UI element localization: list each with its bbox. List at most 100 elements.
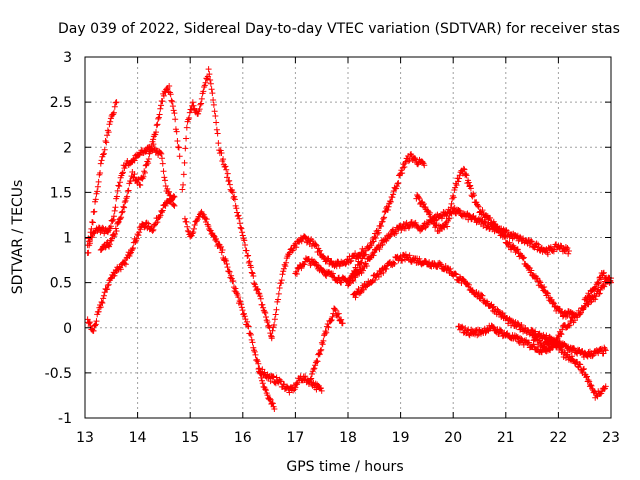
data-point xyxy=(402,158,409,165)
data-point xyxy=(242,241,249,248)
y-tick-label: 2.5 xyxy=(50,95,72,111)
data-point xyxy=(347,258,354,265)
data-point xyxy=(170,107,177,114)
data-point xyxy=(244,322,251,329)
data-point xyxy=(317,385,324,392)
x-tick-label: 19 xyxy=(392,430,410,446)
data-point xyxy=(529,238,536,245)
data-point xyxy=(145,220,152,227)
data-point xyxy=(135,232,142,239)
data-point xyxy=(463,172,470,179)
data-point xyxy=(601,346,608,353)
data-point xyxy=(188,106,195,113)
data-point xyxy=(161,174,168,181)
data-point xyxy=(112,99,119,106)
data-point xyxy=(602,383,609,390)
data-point xyxy=(269,400,276,407)
data-point xyxy=(461,166,468,173)
data-point xyxy=(247,330,254,337)
data-point xyxy=(200,211,207,218)
data-point xyxy=(251,348,258,355)
data-point xyxy=(244,253,251,260)
data-point xyxy=(219,246,226,253)
data-point xyxy=(332,307,339,314)
data-point xyxy=(412,156,419,163)
data-point xyxy=(505,320,512,327)
x-axis-label: GPS time / hours xyxy=(286,459,403,475)
data-point xyxy=(310,366,317,373)
data-point xyxy=(308,375,315,382)
x-tick-label: 23 xyxy=(602,430,620,446)
data-point xyxy=(335,310,342,317)
data-point xyxy=(149,227,156,234)
data-point xyxy=(420,201,427,208)
data-point xyxy=(210,97,217,104)
data-point xyxy=(96,304,103,311)
data-point xyxy=(293,271,300,278)
data-point xyxy=(209,90,216,97)
data-point xyxy=(438,215,445,222)
data-point xyxy=(438,261,445,268)
data-point xyxy=(313,386,320,393)
data-point xyxy=(339,320,346,327)
data-point xyxy=(564,244,571,251)
data-point xyxy=(117,266,124,273)
data-point xyxy=(607,278,614,285)
data-point xyxy=(226,177,233,184)
data-point xyxy=(406,252,413,259)
data-point xyxy=(100,150,107,157)
data-point xyxy=(448,200,455,207)
x-tick-label: 15 xyxy=(181,430,199,446)
data-point xyxy=(123,195,130,202)
data-point xyxy=(175,144,182,151)
data-point xyxy=(603,274,610,281)
data-point xyxy=(121,260,128,267)
data-point xyxy=(577,361,584,368)
data-point xyxy=(97,170,104,177)
data-point xyxy=(568,353,575,360)
data-point xyxy=(474,202,481,209)
data-point xyxy=(565,322,572,329)
data-point xyxy=(372,234,379,241)
data-point xyxy=(261,369,268,376)
data-point xyxy=(113,193,120,200)
data-point xyxy=(595,280,602,287)
data-point xyxy=(180,181,187,188)
data-point xyxy=(214,130,221,137)
data-point xyxy=(368,242,375,249)
data-point xyxy=(254,285,261,292)
data-point xyxy=(541,283,548,290)
data-point xyxy=(271,316,278,323)
data-point xyxy=(260,304,267,311)
data-point xyxy=(169,103,176,110)
data-point xyxy=(251,280,258,287)
data-point xyxy=(156,111,163,118)
data-point xyxy=(155,115,162,122)
data-point xyxy=(160,168,167,175)
data-point xyxy=(506,239,513,246)
data-point xyxy=(85,249,92,256)
data-point xyxy=(550,248,557,255)
data-point xyxy=(312,359,319,366)
data-points xyxy=(84,66,614,412)
data-point xyxy=(464,327,471,334)
data-point xyxy=(257,293,264,300)
data-point xyxy=(173,128,180,135)
data-point xyxy=(538,349,545,356)
data-point xyxy=(444,223,451,230)
data-point xyxy=(278,280,285,287)
data-series xyxy=(350,251,609,360)
data-point xyxy=(479,207,486,214)
data-point xyxy=(279,271,286,278)
data-point xyxy=(159,98,166,105)
data-point xyxy=(281,381,288,388)
data-point xyxy=(222,163,229,170)
data-point xyxy=(252,351,259,358)
data-point xyxy=(322,328,329,335)
data-point xyxy=(600,282,607,289)
data-point xyxy=(121,204,128,211)
data-point xyxy=(150,226,157,233)
data-point xyxy=(585,377,592,384)
data-point xyxy=(262,310,269,317)
data-series xyxy=(581,269,614,303)
